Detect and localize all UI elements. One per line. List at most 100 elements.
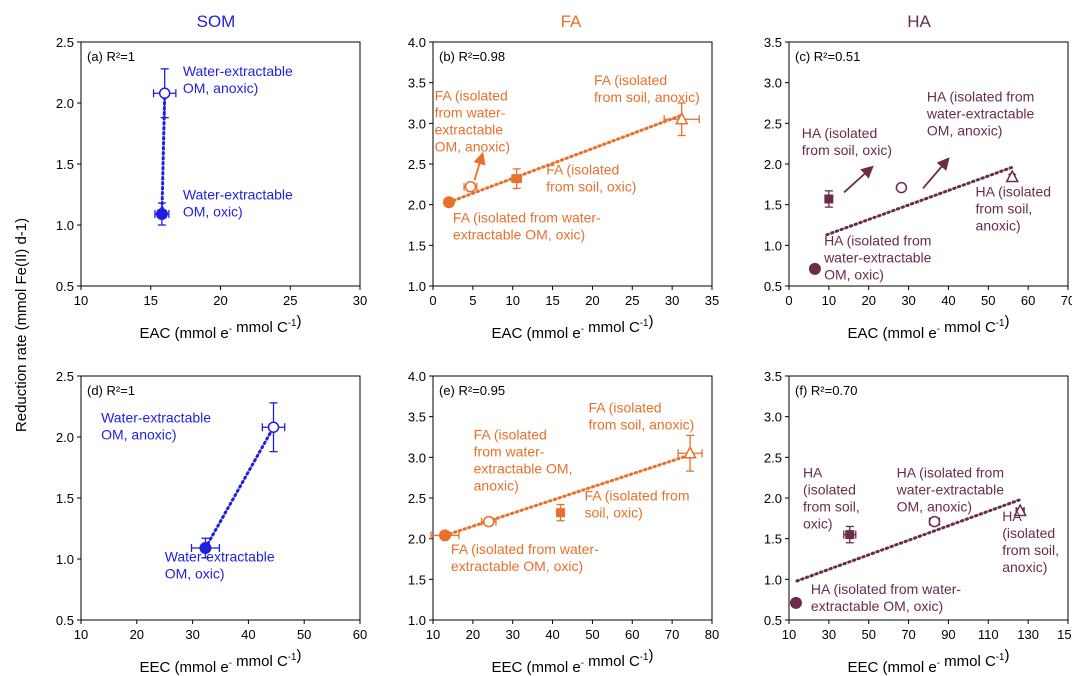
x-tick-label: 30: [822, 627, 836, 642]
y-tick-label: 2.5: [764, 116, 782, 131]
x-tick-label: 10: [822, 293, 836, 308]
annotation-text: Water-extractable OM, anoxic): [101, 409, 211, 442]
annotation-text: FA (isolated from soil, anoxic): [594, 72, 700, 105]
x-tick-label: 90: [941, 627, 955, 642]
data-point: [158, 87, 171, 99]
y-tick-label: 3.5: [408, 76, 426, 91]
chart-panel-3: 10 20 30 40 50 60 0.5 1.0 1.5 2.0 2.5 EEC (mmol e- …: [56, 369, 367, 676]
data-point: [442, 196, 455, 209]
x-tick-label: 30: [185, 627, 199, 642]
annotation-text: HA (isolated from soil, oxic): [803, 465, 860, 532]
y-tick-label: 2.5: [56, 35, 74, 50]
column-title-fa: FA: [561, 12, 582, 31]
x-tick-label: 20: [861, 293, 875, 308]
annotation-text: HA (isolated from soil, oxic): [802, 125, 892, 158]
panel-label: (a) R²=1: [87, 49, 135, 64]
x-tick-label: 20: [466, 627, 480, 642]
data-point: [683, 445, 697, 459]
y-tick-label: 1.5: [764, 198, 782, 213]
y-tick-label: 1.0: [408, 613, 426, 628]
annotation-text: FA (isolated from water-extractable OM, an…: [435, 88, 510, 155]
x-tick-label: 80: [705, 627, 719, 642]
panels: 10 15 20 25 30 0.5 1.0 1.5 2.0 2.5 EAC (mmol e- mm…: [56, 35, 1072, 676]
trend-line: [203, 425, 276, 550]
y-tick-label: 1.0: [764, 238, 782, 253]
annotation-arrow: [843, 165, 874, 194]
y-tick-label: 0.5: [764, 613, 782, 628]
y-tick-label: 2.0: [764, 491, 782, 506]
y-tick-label: 2.0: [56, 96, 74, 111]
x-axis-label: EEC (mmol e- mmol C-1): [140, 647, 302, 676]
y-tick-label: 3.5: [764, 369, 782, 384]
x-axis-label: EAC (mmol e- mmol C-1): [848, 313, 1010, 342]
y-tick-label: 1.5: [56, 157, 74, 172]
y-tick-label: 1.5: [764, 532, 782, 547]
data-point: [845, 530, 855, 540]
y-tick-label: 3.0: [764, 410, 782, 425]
data-point: [1005, 169, 1019, 183]
x-tick-label: 0: [785, 293, 792, 308]
x-tick-label: 10: [74, 627, 88, 642]
x-tick-label: 50: [585, 627, 599, 642]
x-tick-label: 20: [213, 293, 227, 308]
y-tick-label: 1.0: [764, 572, 782, 587]
chart-panel-2: 0 10 20 30 40 50 60 70 0.5 1.0 1.5 2.0 2.5 3.0 3.5 EAC …: [764, 35, 1072, 342]
x-tick-label: 110: [978, 627, 999, 642]
panel-label: (b) R²=0.98: [439, 49, 505, 64]
data-point: [155, 208, 168, 221]
column-title-som: SOM: [197, 12, 236, 31]
y-tick-label: 1.0: [56, 218, 74, 233]
x-tick-label: 60: [625, 627, 639, 642]
annotation-text: HA (isolated from soil, anoxic): [1002, 508, 1059, 575]
y-tick-label: 2.0: [408, 198, 426, 213]
data-point: [483, 515, 495, 528]
x-tick-label: 10: [426, 627, 440, 642]
data-point: [556, 508, 566, 518]
x-tick-label: 150: [1057, 627, 1072, 642]
y-tick-label: 2.5: [408, 491, 426, 506]
trend-line: [795, 498, 1022, 583]
x-tick-label: 40: [241, 627, 255, 642]
x-tick-label: 10: [782, 627, 796, 642]
annotation-text: FA (isolated from soil, oxic): [584, 487, 689, 520]
annotation-arrow: [922, 157, 950, 189]
y-tick-label: 4.0: [408, 369, 426, 384]
y-tick-label: 1.5: [56, 491, 74, 506]
annotation-text: HA (isolated from water-extractable OM, …: [811, 581, 961, 614]
x-tick-label: 40: [941, 293, 955, 308]
y-tick-label: 2.0: [408, 532, 426, 547]
y-tick-label: 1.0: [408, 279, 426, 294]
x-tick-label: 25: [283, 293, 297, 308]
y-tick-label: 4.0: [408, 35, 426, 50]
annotation-text: FA (isolated from soil, anoxic): [588, 400, 694, 433]
data-point: [199, 542, 212, 555]
x-tick-label: 50: [981, 293, 995, 308]
x-tick-label: 15: [545, 293, 559, 308]
chart-panel-0: 10 15 20 25 30 0.5 1.0 1.5 2.0 2.5 EAC (mmol e- mm…: [56, 35, 367, 342]
x-tick-label: 5: [469, 293, 476, 308]
annotation-text: Water-extractable OM, anoxic): [183, 63, 293, 96]
data-point: [824, 194, 834, 204]
y-tick-label: 2.0: [56, 430, 74, 445]
x-tick-label: 30: [665, 293, 679, 308]
trend-line: [447, 113, 684, 204]
chart-panel-1: 0 5 10 15 20 25 30 35 1.0 1.5 2.0 2.5 3.0 3.5 4.0 EAC (…: [408, 35, 719, 342]
x-tick-label: 20: [130, 627, 144, 642]
annotation-text: HA (isolated from soil, anoxic): [976, 184, 1051, 234]
y-tick-label: 0.5: [764, 279, 782, 294]
x-tick-label: 70: [901, 627, 915, 642]
x-axis-label: EAC (mmol e- mmol C-1): [492, 313, 654, 342]
column-title-ha: HA: [907, 12, 931, 31]
panel-label: (d) R²=1: [87, 383, 135, 398]
data-point: [1013, 503, 1027, 517]
data-point: [789, 596, 802, 609]
annotation-text: HA (isolated from water-extractable OM, an…: [896, 465, 1005, 515]
x-tick-label: 30: [901, 293, 915, 308]
y-tick-label: 3.0: [764, 76, 782, 91]
panel-label: (f) R²=0.70: [795, 383, 858, 398]
x-tick-label: 60: [353, 627, 367, 642]
data-point: [438, 529, 451, 542]
panel-label: (e) R²=0.95: [439, 383, 505, 398]
x-tick-label: 50: [297, 627, 311, 642]
